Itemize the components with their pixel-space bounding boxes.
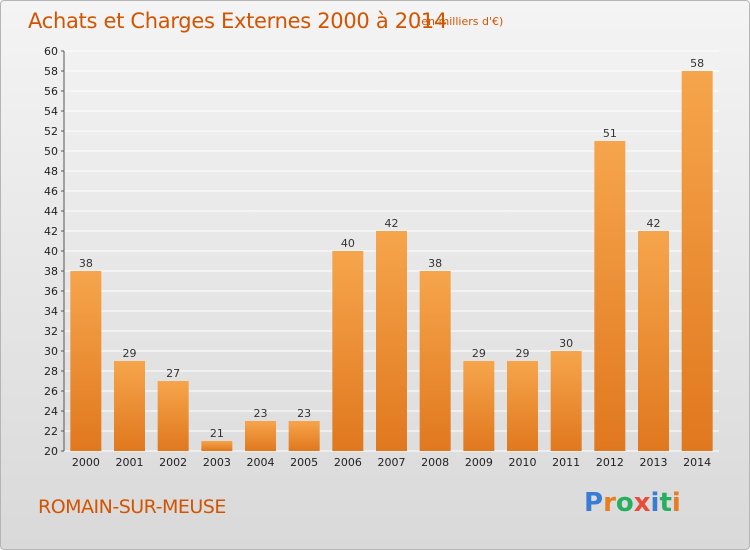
data-label-2012: 51 [603, 127, 617, 140]
proxiti-logo: Proxiti [584, 488, 681, 518]
y-tick-label: 22 [44, 425, 58, 438]
y-tick-label: 30 [44, 345, 58, 358]
bar-2011 [550, 351, 582, 451]
logo-letter: P [584, 488, 604, 518]
bar-2013 [637, 231, 670, 451]
y-tick-label: 26 [44, 385, 58, 398]
y-tick-label: 36 [44, 285, 58, 298]
bar-2004 [244, 421, 277, 451]
data-labels: 38 29 27 21 23 23 40 42 38 29 29 30 51 42 58 [79, 57, 704, 440]
bar-2014 [681, 71, 713, 451]
logo-letter: i [650, 488, 660, 518]
data-label-2013: 42 [647, 217, 661, 230]
data-label-2011: 30 [559, 337, 573, 350]
bar-2008 [419, 271, 451, 451]
bar-2001 [113, 361, 146, 451]
chart-title: Achats et Charges Externes 2000 à 2014 [28, 9, 448, 33]
y-tick-label: 40 [44, 245, 58, 258]
data-label-2000: 38 [79, 257, 93, 270]
data-label-2004: 23 [254, 407, 268, 420]
y-tick-label: 44 [44, 205, 58, 218]
data-label-2010: 29 [516, 347, 530, 360]
x-tick-label-2012: 2012 [596, 456, 624, 469]
x-tick-label-2010: 2010 [509, 456, 537, 469]
bar-2002 [157, 381, 189, 451]
y-tick-label: 20 [44, 445, 58, 458]
data-label-2007: 42 [385, 217, 399, 230]
bar-2010 [506, 361, 539, 451]
x-tick-label-2014: 2014 [683, 456, 711, 469]
y-tick-label: 38 [44, 265, 58, 278]
x-tick-label-2003: 2003 [203, 456, 231, 469]
data-label-2006: 40 [341, 237, 355, 250]
y-tick-label: 42 [44, 225, 58, 238]
logo-letter: t [659, 488, 672, 518]
bar-2005 [288, 421, 320, 451]
y-tick-label: 28 [44, 365, 58, 378]
x-tick-label-2002: 2002 [159, 456, 187, 469]
bar-2007 [375, 231, 408, 451]
y-tick-label: 48 [44, 165, 58, 178]
logo-letter: x [633, 488, 651, 518]
data-label-2002: 27 [166, 367, 180, 380]
x-tick-label-2009: 2009 [465, 456, 493, 469]
x-tick-label-2001: 2001 [116, 456, 144, 469]
x-tick-label-2006: 2006 [334, 456, 362, 469]
x-tick-label-2008: 2008 [421, 456, 449, 469]
bars [70, 71, 713, 451]
y-tick-label: 50 [44, 145, 58, 158]
x-tick-label-2004: 2004 [247, 456, 275, 469]
x-tick-label-2005: 2005 [290, 456, 318, 469]
logo-letter: o [615, 488, 634, 518]
x-tick-label-2000: 2000 [72, 456, 100, 469]
data-label-2003: 21 [210, 427, 224, 440]
bar-2000 [70, 271, 102, 451]
y-axis: 20 22 24 26 28 30 32 34 36 38 40 42 44 46 48 50 52 54 56 58… [44, 45, 65, 458]
y-tick-label: 56 [44, 85, 58, 98]
chart-subtitle: (en milliers d'€) [417, 15, 504, 28]
logo-letter: r [603, 488, 616, 518]
data-label-2001: 29 [123, 347, 137, 360]
y-tick-label: 60 [44, 45, 58, 58]
y-tick-label: 58 [44, 65, 58, 78]
data-label-2014: 58 [690, 57, 704, 70]
y-tick-label: 52 [44, 125, 58, 138]
bar-2003 [201, 441, 233, 451]
x-tick-label-2007: 2007 [378, 456, 406, 469]
commune-name: ROMAIN-SUR-MEUSE [38, 496, 226, 518]
y-tick-label: 24 [44, 405, 58, 418]
data-label-2005: 23 [297, 407, 311, 420]
logo-letter: i [671, 488, 681, 518]
bar-2006 [332, 251, 364, 451]
bar-2012 [594, 141, 626, 451]
y-tick-label: 32 [44, 325, 58, 338]
y-tick-label: 34 [44, 305, 58, 318]
x-axis: 2000 2001 2002 2003 2004 2005 2006 2007 2008 2009… [72, 456, 711, 469]
bar-2009 [463, 361, 495, 451]
x-tick-label-2013: 2013 [640, 456, 668, 469]
data-label-2009: 29 [472, 347, 486, 360]
y-tick-label: 54 [44, 105, 58, 118]
data-label-2008: 38 [428, 257, 442, 270]
y-tick-label: 46 [44, 185, 58, 198]
x-tick-label-2011: 2011 [552, 456, 580, 469]
